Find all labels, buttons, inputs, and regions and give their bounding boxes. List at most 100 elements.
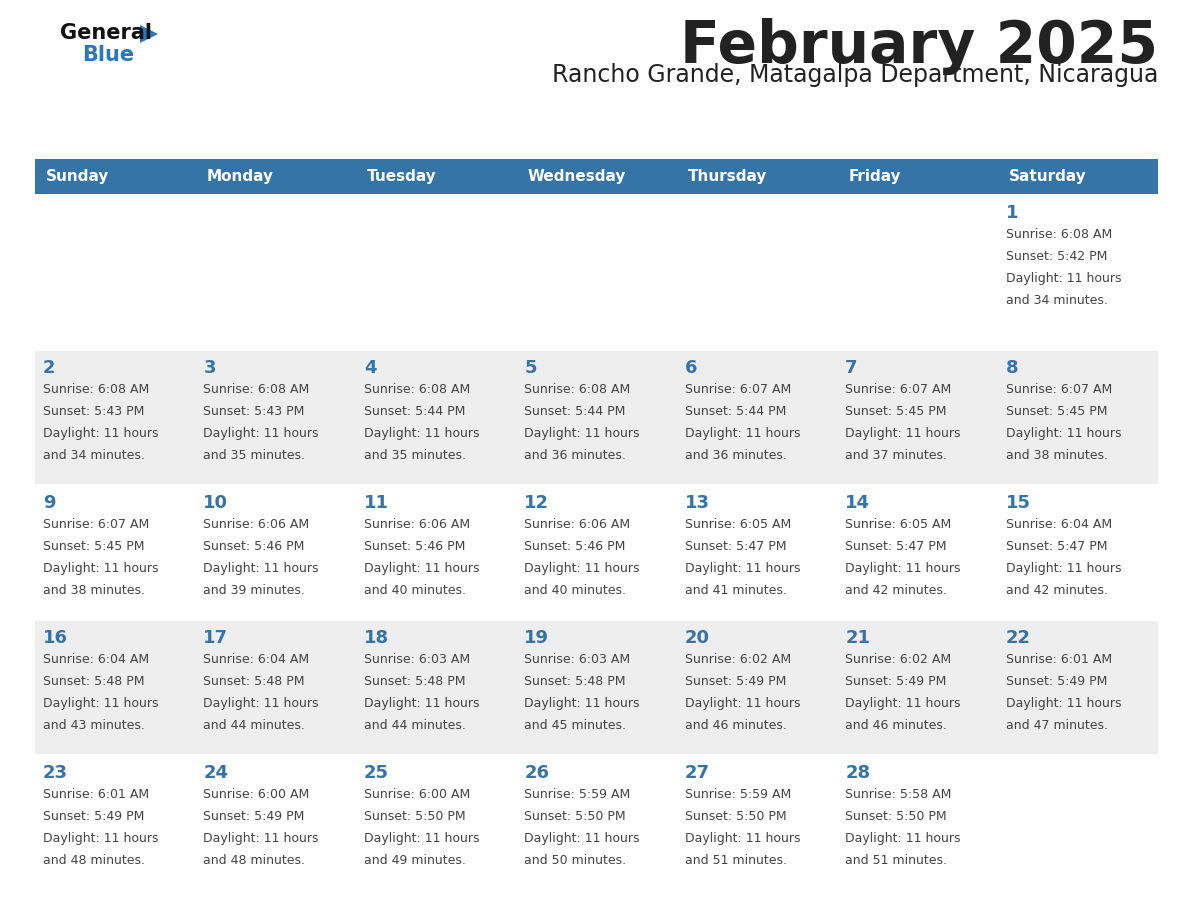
Text: and 42 minutes.: and 42 minutes.: [845, 584, 947, 597]
Text: Sunset: 5:45 PM: Sunset: 5:45 PM: [845, 405, 947, 418]
Text: and 51 minutes.: and 51 minutes.: [845, 854, 947, 867]
Text: Daylight: 11 hours: Daylight: 11 hours: [364, 832, 479, 845]
Text: Daylight: 11 hours: Daylight: 11 hours: [43, 562, 158, 575]
Text: Daylight: 11 hours: Daylight: 11 hours: [684, 832, 801, 845]
Text: Daylight: 11 hours: Daylight: 11 hours: [845, 832, 961, 845]
Text: 6: 6: [684, 359, 697, 377]
Text: Daylight: 11 hours: Daylight: 11 hours: [684, 697, 801, 710]
Text: Sunset: 5:48 PM: Sunset: 5:48 PM: [203, 675, 305, 688]
Text: 4: 4: [364, 359, 377, 377]
Text: Sunset: 5:43 PM: Sunset: 5:43 PM: [43, 405, 145, 418]
Text: Daylight: 11 hours: Daylight: 11 hours: [203, 697, 318, 710]
Text: and 35 minutes.: and 35 minutes.: [203, 449, 305, 462]
Text: Sunset: 5:49 PM: Sunset: 5:49 PM: [684, 675, 786, 688]
Text: Sunrise: 6:07 AM: Sunrise: 6:07 AM: [684, 383, 791, 396]
Text: and 50 minutes.: and 50 minutes.: [524, 854, 626, 867]
Text: 2: 2: [43, 359, 56, 377]
Text: and 36 minutes.: and 36 minutes.: [684, 449, 786, 462]
Text: Sunrise: 6:05 AM: Sunrise: 6:05 AM: [845, 518, 952, 531]
Text: Sunset: 5:44 PM: Sunset: 5:44 PM: [524, 405, 626, 418]
Text: 20: 20: [684, 629, 709, 647]
Text: and 43 minutes.: and 43 minutes.: [43, 719, 145, 732]
Text: and 49 minutes.: and 49 minutes.: [364, 854, 466, 867]
Text: Sunrise: 6:08 AM: Sunrise: 6:08 AM: [203, 383, 310, 396]
Text: Sunrise: 6:03 AM: Sunrise: 6:03 AM: [364, 653, 470, 666]
Text: Sunrise: 6:00 AM: Sunrise: 6:00 AM: [364, 788, 470, 801]
Text: 12: 12: [524, 494, 549, 512]
Text: and 37 minutes.: and 37 minutes.: [845, 449, 947, 462]
Text: Sunrise: 6:02 AM: Sunrise: 6:02 AM: [684, 653, 791, 666]
Text: and 35 minutes.: and 35 minutes.: [364, 449, 466, 462]
Text: Daylight: 11 hours: Daylight: 11 hours: [684, 562, 801, 575]
Text: Sunset: 5:43 PM: Sunset: 5:43 PM: [203, 405, 305, 418]
Text: Daylight: 11 hours: Daylight: 11 hours: [1005, 562, 1121, 575]
Text: and 38 minutes.: and 38 minutes.: [43, 584, 145, 597]
Text: Sunrise: 6:04 AM: Sunrise: 6:04 AM: [1005, 518, 1112, 531]
Text: Sunday: Sunday: [46, 169, 109, 184]
Text: and 36 minutes.: and 36 minutes.: [524, 449, 626, 462]
Text: and 46 minutes.: and 46 minutes.: [845, 719, 947, 732]
Text: Sunrise: 6:08 AM: Sunrise: 6:08 AM: [364, 383, 470, 396]
Text: 7: 7: [845, 359, 858, 377]
Text: and 34 minutes.: and 34 minutes.: [1005, 294, 1107, 307]
Text: Wednesday: Wednesday: [527, 169, 626, 184]
Text: and 40 minutes.: and 40 minutes.: [364, 584, 466, 597]
Text: 14: 14: [845, 494, 870, 512]
Text: Blue: Blue: [82, 45, 134, 65]
Text: 24: 24: [203, 764, 228, 782]
Text: and 34 minutes.: and 34 minutes.: [43, 449, 145, 462]
Text: Sunrise: 6:01 AM: Sunrise: 6:01 AM: [43, 788, 150, 801]
Text: Sunrise: 6:06 AM: Sunrise: 6:06 AM: [203, 518, 310, 531]
Text: Daylight: 11 hours: Daylight: 11 hours: [203, 427, 318, 440]
Text: 10: 10: [203, 494, 228, 512]
Text: 17: 17: [203, 629, 228, 647]
Text: and 51 minutes.: and 51 minutes.: [684, 854, 786, 867]
Text: Daylight: 11 hours: Daylight: 11 hours: [43, 697, 158, 710]
Text: Sunrise: 6:08 AM: Sunrise: 6:08 AM: [524, 383, 631, 396]
Text: Sunset: 5:47 PM: Sunset: 5:47 PM: [845, 540, 947, 553]
Text: and 44 minutes.: and 44 minutes.: [364, 719, 466, 732]
Text: Sunset: 5:50 PM: Sunset: 5:50 PM: [845, 810, 947, 823]
Text: and 45 minutes.: and 45 minutes.: [524, 719, 626, 732]
Text: Sunset: 5:45 PM: Sunset: 5:45 PM: [43, 540, 145, 553]
Text: and 48 minutes.: and 48 minutes.: [203, 854, 305, 867]
Text: Sunrise: 5:59 AM: Sunrise: 5:59 AM: [684, 788, 791, 801]
Text: Rancho Grande, Matagalpa Department, Nicaragua: Rancho Grande, Matagalpa Department, Nic…: [551, 63, 1158, 87]
Text: Daylight: 11 hours: Daylight: 11 hours: [845, 697, 961, 710]
Text: Sunrise: 5:59 AM: Sunrise: 5:59 AM: [524, 788, 631, 801]
Text: and 40 minutes.: and 40 minutes.: [524, 584, 626, 597]
Text: Sunrise: 6:02 AM: Sunrise: 6:02 AM: [845, 653, 952, 666]
Text: Sunset: 5:48 PM: Sunset: 5:48 PM: [364, 675, 466, 688]
Text: Sunset: 5:46 PM: Sunset: 5:46 PM: [524, 540, 626, 553]
Text: Sunset: 5:50 PM: Sunset: 5:50 PM: [364, 810, 466, 823]
Text: Daylight: 11 hours: Daylight: 11 hours: [1005, 427, 1121, 440]
Text: 26: 26: [524, 764, 549, 782]
Text: Sunset: 5:49 PM: Sunset: 5:49 PM: [1005, 675, 1107, 688]
Text: 13: 13: [684, 494, 709, 512]
Text: Sunrise: 6:07 AM: Sunrise: 6:07 AM: [1005, 383, 1112, 396]
Text: Daylight: 11 hours: Daylight: 11 hours: [203, 562, 318, 575]
Text: Friday: Friday: [848, 169, 901, 184]
Text: and 47 minutes.: and 47 minutes.: [1005, 719, 1107, 732]
Text: Saturday: Saturday: [1009, 169, 1087, 184]
Text: February 2025: February 2025: [680, 18, 1158, 75]
Text: and 38 minutes.: and 38 minutes.: [1005, 449, 1107, 462]
Text: Daylight: 11 hours: Daylight: 11 hours: [364, 697, 479, 710]
Text: 22: 22: [1005, 629, 1030, 647]
Text: Sunrise: 6:08 AM: Sunrise: 6:08 AM: [43, 383, 150, 396]
Text: 11: 11: [364, 494, 388, 512]
Polygon shape: [140, 25, 158, 43]
Text: Sunset: 5:44 PM: Sunset: 5:44 PM: [364, 405, 466, 418]
Text: 3: 3: [203, 359, 216, 377]
Text: 27: 27: [684, 764, 709, 782]
Text: 15: 15: [1005, 494, 1030, 512]
Text: and 44 minutes.: and 44 minutes.: [203, 719, 305, 732]
Text: and 41 minutes.: and 41 minutes.: [684, 584, 786, 597]
Text: Sunrise: 6:05 AM: Sunrise: 6:05 AM: [684, 518, 791, 531]
Text: Daylight: 11 hours: Daylight: 11 hours: [845, 427, 961, 440]
Text: and 42 minutes.: and 42 minutes.: [1005, 584, 1107, 597]
Text: Sunrise: 6:08 AM: Sunrise: 6:08 AM: [1005, 228, 1112, 241]
Text: Sunrise: 6:03 AM: Sunrise: 6:03 AM: [524, 653, 631, 666]
Text: Daylight: 11 hours: Daylight: 11 hours: [43, 427, 158, 440]
Text: 23: 23: [43, 764, 68, 782]
